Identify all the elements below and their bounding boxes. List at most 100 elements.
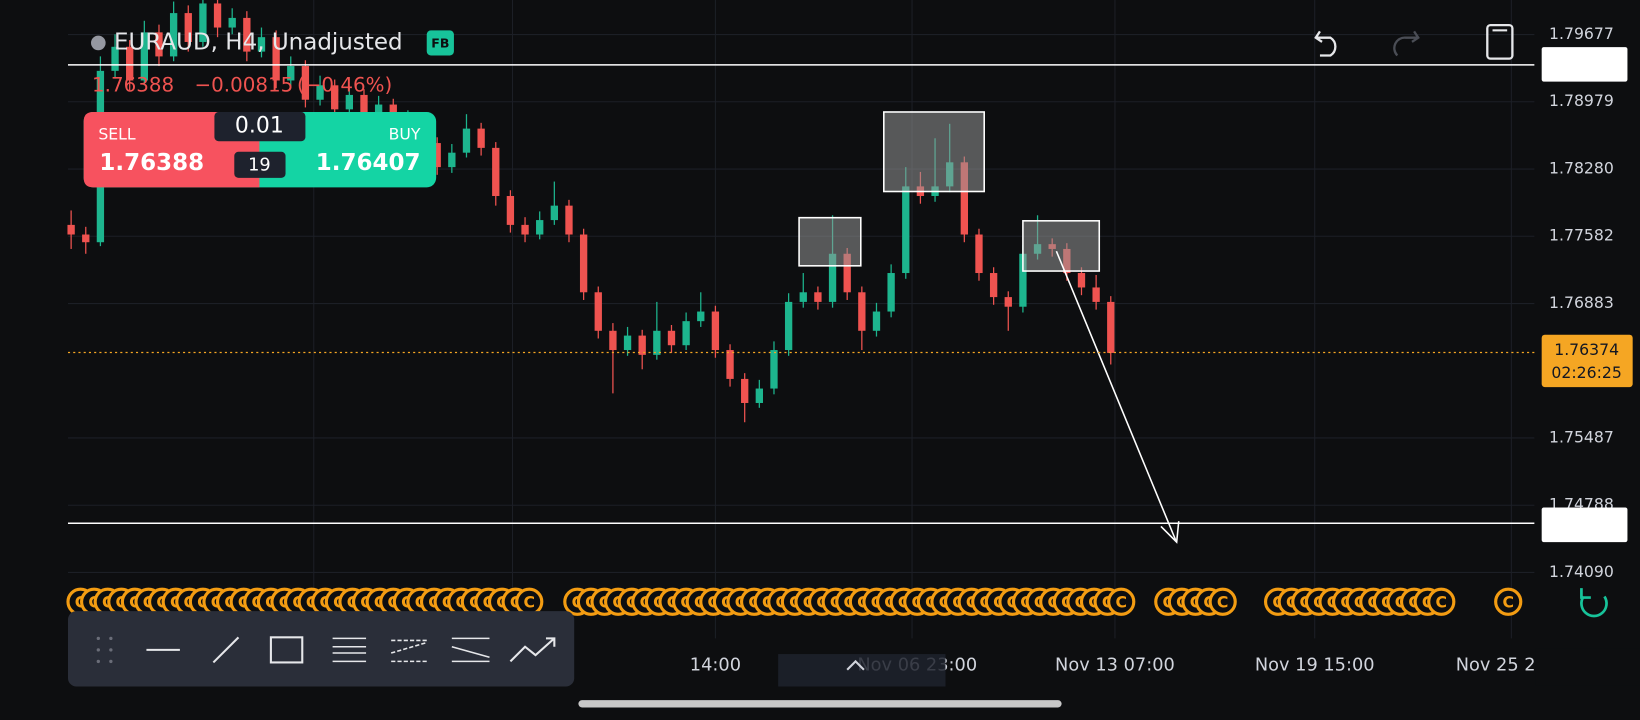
pattern-box[interactable] — [798, 216, 862, 267]
candle-body — [741, 378, 749, 403]
candle-body — [784, 301, 793, 351]
sell-price: 1.76388 — [99, 150, 204, 176]
drawing-toolbar — [67, 611, 575, 687]
drag-handle[interactable] — [96, 636, 113, 664]
candle-body — [521, 224, 529, 235]
spread: 19 — [248, 154, 271, 175]
candle-body — [960, 162, 968, 235]
x-tick-label: Nov 25 2 — [1456, 655, 1536, 676]
candle-body — [243, 17, 251, 52]
candle-body — [755, 388, 763, 403]
trend-line-tool[interactable] — [212, 636, 240, 664]
event-marker-label: C — [1436, 592, 1448, 611]
undo-button[interactable] — [1314, 30, 1337, 57]
x-tick-label: 14:00 — [690, 655, 741, 676]
candle-body — [975, 234, 983, 274]
y-tick-label: 1.77582 — [1549, 226, 1614, 245]
candle-body — [770, 350, 778, 389]
candle-body — [155, 32, 163, 57]
candle-body — [67, 224, 75, 235]
candle-body — [565, 205, 573, 235]
y-tick-label: 1.74090 — [1549, 562, 1614, 581]
candle-body — [316, 85, 324, 100]
last-price: 1.76388 — [92, 73, 174, 96]
drawings — [67, 64, 1535, 544]
candle-body — [462, 128, 471, 153]
x-tick-label: Nov 19 15:00 — [1255, 655, 1375, 676]
candle-body — [989, 273, 998, 298]
candle-body — [111, 46, 119, 71]
candle-body — [199, 3, 207, 42]
candle-body — [887, 273, 895, 312]
y-tick-label: 1.78280 — [1549, 159, 1614, 178]
price-change-pct: (−0.46%) — [297, 73, 392, 96]
candle-body — [536, 220, 544, 235]
candle-body — [331, 85, 339, 110]
price-change: −0.00815 — [195, 73, 294, 96]
candle-body — [433, 143, 441, 168]
symbol-title[interactable]: EURAUD, H4, Unadjusted — [114, 29, 403, 55]
candle-body — [594, 292, 602, 331]
candle-body — [902, 186, 910, 274]
y-tick-label: 1.78979 — [1549, 91, 1614, 110]
rectangle-tool[interactable] — [269, 636, 304, 664]
line-price-label — [1541, 507, 1628, 543]
candle-body — [697, 311, 705, 322]
x-tick-label: Nov 13 07:00 — [1055, 655, 1175, 676]
redo-button[interactable] — [1393, 30, 1420, 57]
candle-body — [272, 37, 280, 81]
countdown: 02:26:25 — [1551, 363, 1621, 382]
y-tick-label: 1.75487 — [1549, 427, 1614, 446]
candle-body — [858, 292, 866, 331]
event-markers: CCCCCCCCCCCCCCCCCCCCCCCCCCCCCCCCCCCCCCCC… — [66, 587, 1523, 616]
candle-body — [1107, 301, 1115, 353]
quantity-box[interactable] — [214, 111, 306, 142]
quantity[interactable]: 0.01 — [235, 114, 284, 139]
candle-body — [345, 94, 353, 110]
badge-bg[interactable] — [426, 30, 454, 56]
sell-label: SELL — [98, 124, 136, 143]
collapse-tab[interactable] — [778, 654, 946, 687]
buy-price: 1.76407 — [316, 150, 421, 176]
candle-body — [506, 196, 515, 225]
event-marker-label: C — [523, 592, 535, 611]
fib-tool[interactable] — [332, 637, 367, 663]
last-price-label: 1.76374 — [1554, 340, 1619, 359]
axis-cover — [1535, 648, 1640, 686]
badge[interactable]: FB — [431, 35, 449, 50]
refresh-icon — [1580, 588, 1591, 599]
candle-body — [799, 292, 807, 302]
candle-body — [492, 147, 500, 197]
candle-body — [682, 321, 690, 346]
last-price-label-bg — [1541, 334, 1633, 388]
candle-body — [126, 46, 134, 81]
event-marker-label: C — [1115, 592, 1127, 611]
event-marker[interactable] — [1107, 587, 1136, 616]
path-tool[interactable] — [509, 637, 556, 663]
candle-body — [623, 335, 632, 351]
candle-body — [711, 311, 720, 351]
candle-body — [1019, 253, 1027, 307]
candle-body — [374, 104, 383, 119]
refresh-button[interactable] — [1580, 595, 1608, 618]
pitchfork-tool[interactable] — [451, 637, 490, 663]
pattern-box[interactable] — [883, 111, 985, 193]
candle-body — [726, 350, 734, 379]
candle-body — [550, 205, 558, 221]
candle-body — [140, 32, 148, 81]
candle-body — [169, 13, 178, 57]
event-marker[interactable] — [1208, 587, 1237, 616]
event-marker[interactable] — [1494, 587, 1523, 616]
candle-body — [301, 66, 310, 100]
candle-body — [287, 66, 295, 81]
candle-body — [1092, 287, 1100, 302]
event-marker[interactable] — [1427, 587, 1456, 616]
status-dot — [90, 35, 106, 51]
candle-body — [843, 253, 851, 293]
arrow[interactable] — [1055, 250, 1177, 541]
event-marker-label: C — [1217, 592, 1229, 611]
layout-button[interactable] — [1486, 23, 1514, 60]
candle-body — [257, 37, 266, 52]
candle-body — [1077, 273, 1086, 288]
